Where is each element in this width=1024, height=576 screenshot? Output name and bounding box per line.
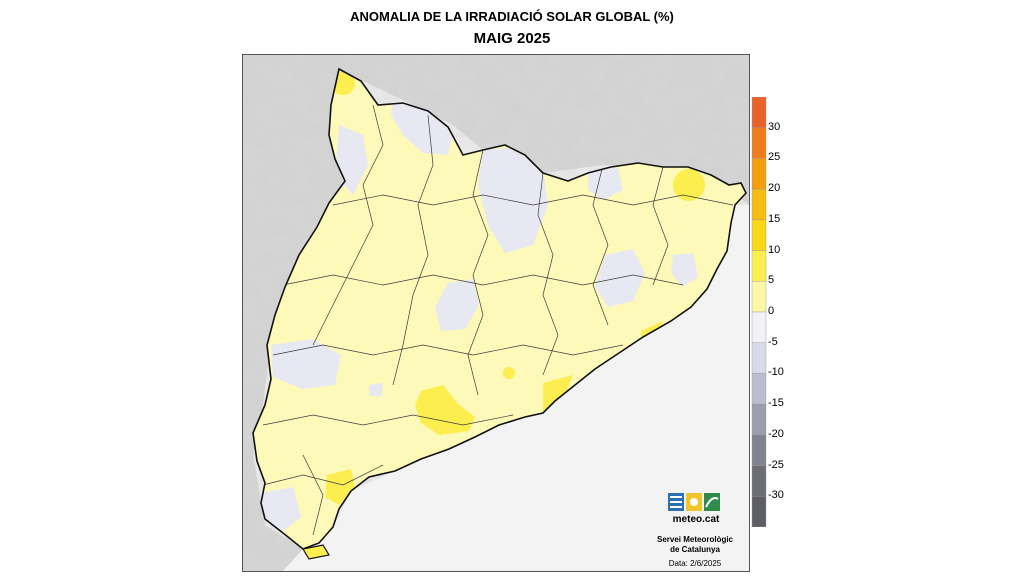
county-boundaries	[262, 104, 734, 536]
sea	[283, 205, 749, 571]
legend-band	[751, 311, 767, 343]
positive-area-tarragona	[415, 385, 475, 435]
negative-area-central	[435, 279, 479, 331]
organization-line-2: de Catalunya	[670, 545, 720, 554]
legend-tick-label: -15	[768, 397, 784, 410]
negative-area-south	[261, 487, 301, 531]
legend-band	[751, 496, 767, 527]
legend-band	[751, 97, 767, 128]
legend-tick-label: -10	[768, 366, 784, 379]
legend-band	[751, 158, 767, 190]
negative-area-north	[588, 167, 623, 200]
legend-tick-label: 15	[768, 212, 781, 225]
legend-band	[751, 465, 767, 497]
legend-band	[751, 281, 767, 313]
legend-tick-label: -30	[768, 489, 784, 502]
legend-band	[751, 403, 767, 436]
positive-area-emporda	[673, 169, 705, 201]
ebro-delta	[302, 544, 330, 560]
color-scale-legend	[751, 97, 767, 527]
positive-area-ebro	[325, 469, 355, 505]
legend-band	[751, 250, 767, 282]
legend-tick-label: 30	[768, 120, 781, 133]
organization-line-1: Servei Meteorològic	[656, 535, 734, 544]
legend-band	[751, 127, 767, 159]
catalonia-map	[243, 55, 749, 571]
meteocat-logo-icon	[668, 493, 720, 511]
positive-area-coast	[543, 375, 573, 413]
organization-name: Servei Meteorològic de Catalunya	[640, 535, 750, 555]
negative-area-west	[271, 339, 341, 389]
legend-tick-label: 5	[768, 274, 775, 287]
date-label: Data: 2/6/2025	[668, 559, 722, 568]
legend-band	[751, 219, 767, 251]
legend-band	[751, 342, 767, 374]
positive-area-small	[503, 367, 515, 379]
legend-tick-label: 25	[768, 151, 781, 164]
negative-area-montseny	[595, 249, 645, 307]
legend-tick-label: -25	[768, 458, 784, 471]
negative-area-aran	[391, 95, 453, 155]
map-subtitle: MAIG 2025	[473, 30, 551, 47]
legend-tick-label: -20	[768, 427, 784, 440]
legend-tick-label: 0	[768, 305, 775, 317]
negative-area-girona	[671, 253, 698, 287]
legend-tick-label: -5	[768, 335, 778, 348]
negative-area-small	[369, 383, 383, 397]
legend-tick-label: 10	[768, 243, 781, 256]
legend-band	[751, 188, 767, 221]
logo-text: meteo.cat	[672, 514, 720, 525]
map-title: ANOMALIA DE LA IRRADIACIÓ SOLAR GLOBAL (…	[350, 9, 674, 24]
legend-band	[751, 373, 767, 405]
legend-tick-label: 20	[768, 182, 781, 195]
legend-band	[751, 434, 767, 466]
map-frame	[242, 54, 750, 572]
negative-area-central-pyrenees	[478, 147, 548, 253]
